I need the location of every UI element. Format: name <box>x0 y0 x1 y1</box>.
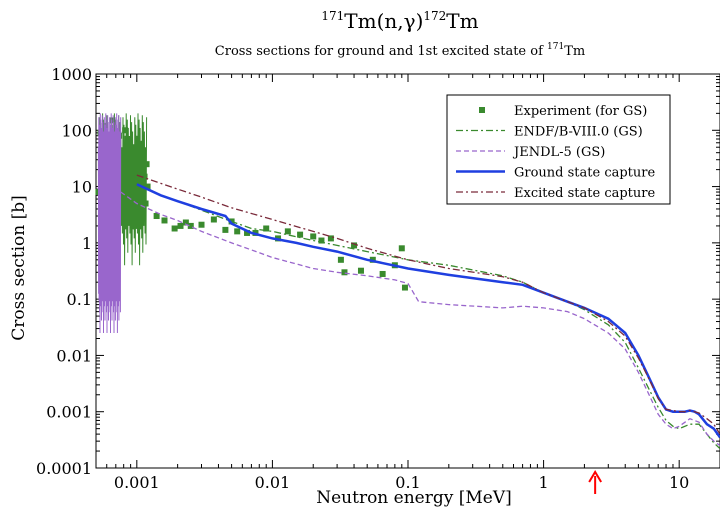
experiment-point <box>211 217 217 223</box>
title-product-mass: 172 <box>423 9 446 23</box>
experiment-point <box>285 228 291 234</box>
experiment-point <box>399 245 405 251</box>
experiment-point <box>109 117 115 123</box>
chart-subtitle: Cross sections for ground and 1st excite… <box>215 42 585 59</box>
experiment-point <box>351 242 357 248</box>
experiment-point <box>199 222 205 228</box>
x-tick-label: 0.001 <box>114 473 160 492</box>
subtitle-mass: 171 <box>547 42 564 52</box>
y-tick-label: 0.0001 <box>36 459 92 478</box>
legend: Experiment (for GS) ENDF/B-VIII.0 (GS) JEN… <box>446 94 671 205</box>
series-line <box>121 192 720 446</box>
experiment-point <box>183 219 189 225</box>
legend-box <box>446 94 671 205</box>
legend-item: Ground state capture <box>456 166 655 181</box>
experiment-point <box>310 233 316 239</box>
legend-label: JENDL-5 (GS) <box>512 145 605 160</box>
title-target-mass: 171 <box>321 9 344 23</box>
series-layer <box>95 113 720 448</box>
series-line <box>147 189 720 449</box>
experiment-point <box>234 228 240 234</box>
experiment-point <box>263 225 269 231</box>
experiment-point <box>402 285 408 291</box>
experiment-point <box>341 269 347 275</box>
x-tick-label: 10 <box>669 473 689 492</box>
experiment-point <box>358 268 364 274</box>
x-tick-label: 0.1 <box>395 473 420 492</box>
experiment-point <box>145 184 151 190</box>
legend-label: Experiment (for GS) <box>514 104 647 119</box>
experiment-point <box>161 217 167 223</box>
x-tick-label: 1 <box>538 473 548 492</box>
legend-marker <box>479 107 485 113</box>
experiment-point <box>172 225 178 231</box>
resonance-band <box>98 113 120 333</box>
experiment-point <box>318 238 324 244</box>
series-4 <box>137 175 720 434</box>
subtitle-element: Tm <box>564 44 585 59</box>
experiment-point <box>154 213 160 219</box>
experiment-point <box>244 230 250 236</box>
x-tick-label: 0.01 <box>255 473 291 492</box>
legend-item: JENDL-5 (GS) <box>456 145 605 160</box>
y-tick-label: 1 <box>82 234 92 253</box>
experiment-point <box>380 271 386 277</box>
x-axis-label: Neutron energy [MeV] <box>316 488 512 508</box>
y-tick-label: 100 <box>61 121 92 140</box>
experiment-point <box>122 127 128 133</box>
experiment-point <box>222 227 228 233</box>
legend-label: Ground state capture <box>514 166 655 181</box>
y-axis-label: Cross section [b] <box>9 195 29 341</box>
subtitle-text: Cross sections for ground and 1st excite… <box>215 44 547 59</box>
title-target: Tm <box>344 9 376 33</box>
experiment-point <box>297 232 303 238</box>
experiment-point <box>338 257 344 263</box>
y-tick-label: 10 <box>72 178 92 197</box>
svg-text:171Tm(n,γ)172Tm: 171Tm(n,γ)172Tm <box>321 9 478 33</box>
series-line <box>137 184 720 437</box>
title-reaction: (n,γ) <box>377 9 424 33</box>
experiment-point <box>188 223 194 229</box>
experiment-point <box>328 235 334 241</box>
y-tick-label: 0.001 <box>46 403 92 422</box>
chart-title: 171Tm(n,γ)172Tm <box>321 9 478 33</box>
legend-label: Excited state capture <box>514 186 655 201</box>
annotations <box>588 470 603 494</box>
series-line <box>137 175 720 434</box>
arrow-head-icon <box>588 470 603 483</box>
legend-item: Excited state capture <box>456 186 655 201</box>
y-tick-label: 0.01 <box>56 346 92 365</box>
legend-label: ENDF/B-VIII.0 (GS) <box>514 125 643 140</box>
experiment-point <box>126 136 132 142</box>
series-3 <box>137 184 720 437</box>
series-2 <box>98 113 720 445</box>
legend-item: ENDF/B-VIII.0 (GS) <box>456 125 643 140</box>
legend-item: Experiment (for GS) <box>479 104 647 119</box>
title-product: Tm <box>446 9 478 33</box>
experiment-point <box>178 223 184 229</box>
svg-text:Cross sections for ground and: Cross sections for ground and 1st excite… <box>215 42 585 59</box>
axis-ticks: 0.001 0.01 0.1 1 10 0.0001 0.001 0.01 0.1 1 10 100 1… <box>36 65 720 492</box>
y-tick-label: 1000 <box>51 65 92 84</box>
y-tick-label: 0.1 <box>67 290 92 309</box>
